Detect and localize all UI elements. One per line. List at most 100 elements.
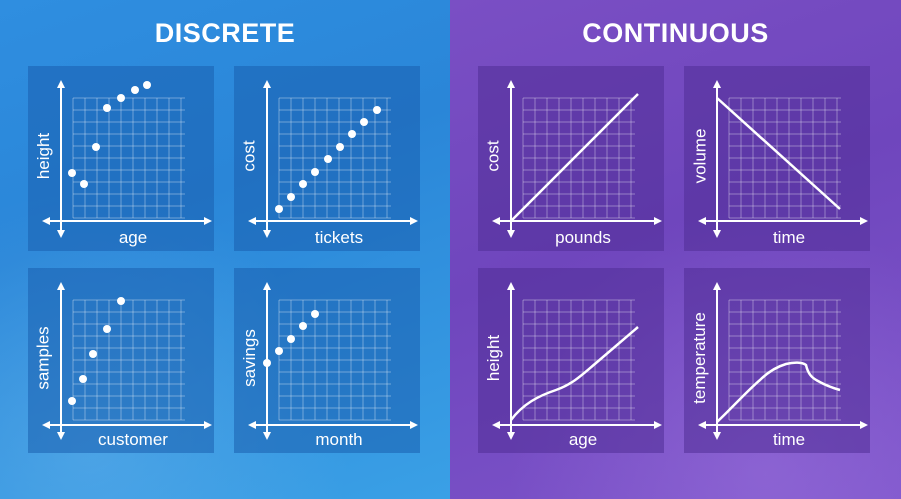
panel-cost-pounds: cost pounds	[478, 66, 664, 251]
x-axis-arrow-right	[860, 217, 868, 225]
chart-samples-customer	[42, 282, 212, 440]
y-axis-label: cost	[240, 140, 259, 172]
y-axis-arrow-up	[713, 80, 721, 88]
discrete-section: DISCRETE height age	[0, 0, 450, 499]
line-curve	[510, 93, 639, 222]
y-axis-label: savings	[240, 329, 260, 387]
y-axis-arrow-up	[263, 80, 271, 88]
discrete-title: DISCRETE	[154, 18, 296, 48]
x-axis-arrow-right	[204, 217, 212, 225]
grid-lines	[72, 299, 185, 421]
y-axis-arrow-down	[57, 432, 65, 440]
x-axis-label: time	[772, 228, 806, 247]
grid-lines	[72, 97, 185, 219]
data-point	[299, 322, 307, 330]
grid-lines	[728, 97, 841, 219]
continuous-title: CONTINUOUS	[582, 18, 769, 48]
x-axis-arrow-right	[654, 421, 662, 429]
data-point	[287, 193, 295, 201]
y-axis-label: samples	[34, 326, 53, 390]
data-point	[360, 118, 368, 126]
data-point	[131, 86, 139, 94]
data-point	[143, 81, 151, 89]
y-axis-arrow-up	[263, 282, 271, 290]
grid-lines	[278, 97, 391, 219]
panel-height-age-continuous: height age	[478, 268, 664, 453]
y-axis-label: height	[34, 132, 54, 180]
data-point	[299, 180, 307, 188]
continuous-section: CONTINUOUS cost pounds	[450, 0, 901, 499]
y-axis-label: height	[484, 334, 504, 382]
data-point	[80, 180, 88, 188]
line-curve	[716, 361, 841, 423]
line-curve	[510, 326, 639, 421]
data-point	[263, 359, 271, 367]
y-axis-arrow-down	[57, 230, 65, 238]
x-axis-label: tickets	[314, 228, 364, 247]
x-axis-label: time	[772, 430, 806, 449]
x-axis-arrow-right	[204, 421, 212, 429]
data-point	[287, 335, 295, 343]
x-axis-arrow-left	[698, 217, 706, 225]
data-point	[348, 130, 356, 138]
data-point	[103, 104, 111, 112]
x-axis-arrow-left	[698, 421, 706, 429]
x-axis-arrow-right	[654, 217, 662, 225]
data-point	[68, 169, 76, 177]
x-axis-arrow-right	[410, 217, 418, 225]
chart-temperature-time	[698, 282, 868, 440]
data-point	[275, 205, 283, 213]
panel-cost-tickets: cost tickets	[234, 66, 420, 251]
y-axis-arrow-up	[507, 80, 515, 88]
data-point	[68, 397, 76, 405]
grid-lines	[522, 299, 635, 421]
x-axis-arrow-right	[860, 421, 868, 429]
chart-cost-pounds	[492, 80, 662, 238]
grid-lines	[522, 97, 635, 219]
panel-temperature-time: temperature time	[684, 268, 870, 453]
data-point	[89, 350, 97, 358]
x-axis-arrow-left	[248, 421, 256, 429]
data-point	[311, 310, 319, 318]
chart-cost-tickets	[248, 80, 418, 238]
y-axis-arrow-down	[507, 432, 515, 440]
y-axis-label: volume	[690, 128, 709, 184]
line-curve	[716, 97, 841, 210]
y-axis-arrow-up	[57, 80, 65, 88]
x-axis-label: age	[568, 430, 598, 449]
data-point	[311, 168, 319, 176]
y-axis-arrow-down	[263, 432, 271, 440]
chart-volume-time	[698, 80, 868, 238]
x-axis-label: customer	[98, 430, 168, 449]
x-axis-arrow-left	[492, 217, 500, 225]
y-axis-label: temperature	[690, 312, 710, 404]
panel-height-age: height age	[28, 66, 214, 251]
chart-height-age-continuous	[492, 282, 662, 440]
data-point	[373, 106, 381, 114]
data-point	[103, 325, 111, 333]
panel-savings-month: savings month	[234, 268, 420, 453]
x-axis-label: month	[315, 430, 363, 449]
x-axis-arrow-left	[492, 421, 500, 429]
x-axis-arrow-right	[410, 421, 418, 429]
data-point	[336, 143, 344, 151]
panel-volume-time: volume time	[684, 66, 870, 251]
grid-lines	[278, 299, 391, 421]
y-axis-label: cost	[484, 140, 503, 172]
y-axis-arrow-down	[263, 230, 271, 238]
data-point	[79, 375, 87, 383]
panel-samples-customer: samples customer	[28, 268, 214, 453]
x-axis-arrow-left	[42, 217, 50, 225]
x-axis-label: pounds	[555, 228, 611, 247]
y-axis-arrow-down	[713, 230, 721, 238]
x-axis-arrow-left	[42, 421, 50, 429]
chart-height-age	[42, 80, 212, 238]
y-axis-arrow-down	[713, 432, 721, 440]
y-axis-arrow-down	[507, 230, 515, 238]
chart-savings-month	[248, 282, 418, 440]
data-point	[117, 94, 125, 102]
x-axis-label: age	[118, 228, 148, 247]
y-axis-arrow-up	[57, 282, 65, 290]
y-axis-arrow-up	[713, 282, 721, 290]
